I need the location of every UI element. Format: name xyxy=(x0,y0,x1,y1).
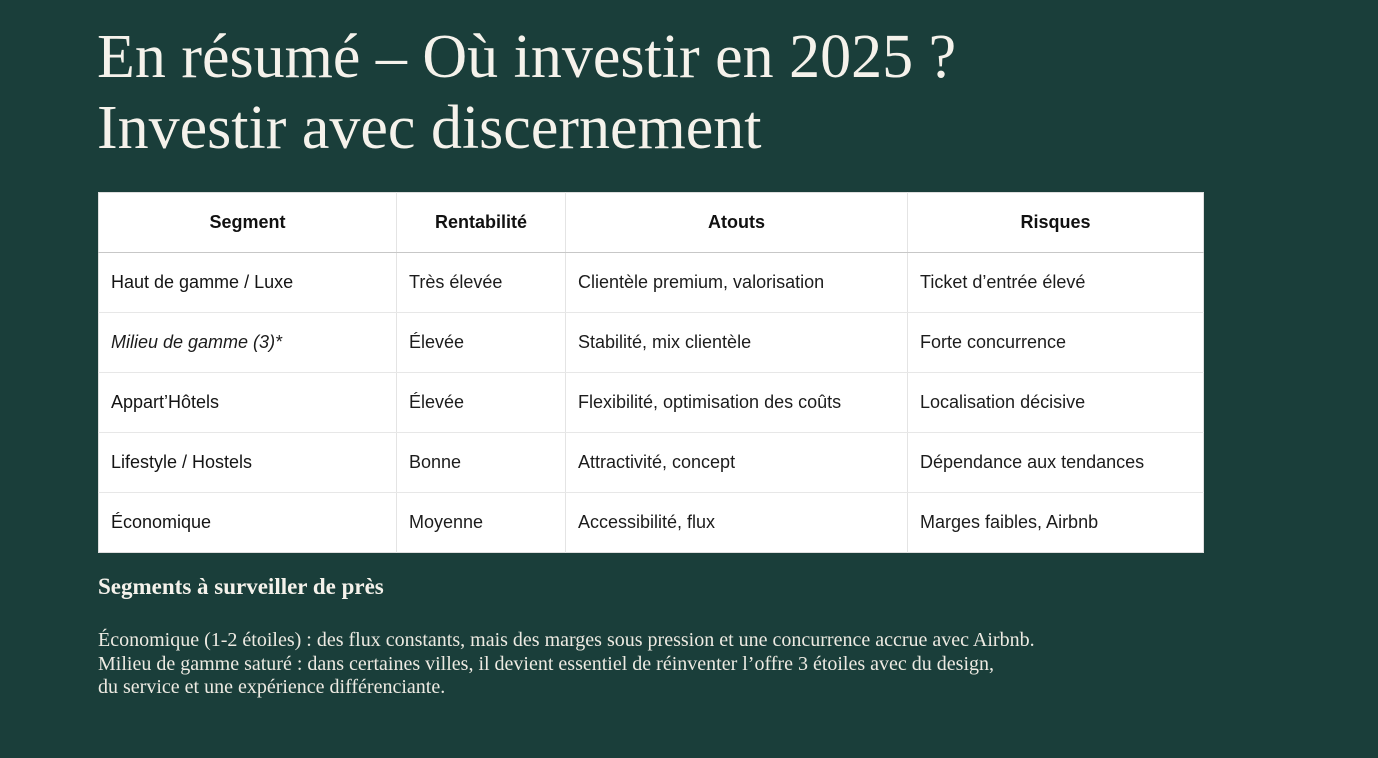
cell-atouts: Flexibilité, optimisation des coûts xyxy=(565,372,908,433)
cell-rentabilite: Moyenne xyxy=(396,492,566,553)
notes-body: Économique (1-2 étoiles) : des flux cons… xyxy=(98,629,1035,698)
column-header-rentabilite: Rentabilité xyxy=(396,192,566,253)
cell-atouts: Stabilité, mix clientèle xyxy=(565,312,908,373)
segments-table-container: Segment Rentabilité Atouts Risques Haut … xyxy=(98,192,1204,553)
page-title-line1: En résumé – Où investir en 2025 ? xyxy=(97,23,957,91)
column-header-risques: Risques xyxy=(907,192,1204,253)
cell-atouts: Clientèle premium, valorisation xyxy=(565,252,908,313)
cell-atouts: Attractivité, concept xyxy=(565,432,908,493)
cell-rentabilite: Très élevée xyxy=(396,252,566,313)
cell-segment: Économique xyxy=(98,492,397,553)
table-row: Économique Moyenne Accessibilité, flux M… xyxy=(98,492,1204,553)
table-row: Haut de gamme / Luxe Très élevée Clientè… xyxy=(98,252,1204,313)
column-header-atouts: Atouts xyxy=(565,192,908,253)
page-title: En résumé – Où investir en 2025 ? Invest… xyxy=(97,22,956,164)
table-row: Lifestyle / Hostels Bonne Attractivité, … xyxy=(98,432,1204,493)
cell-rentabilite: Élevée xyxy=(396,372,566,433)
segments-table: Segment Rentabilité Atouts Risques Haut … xyxy=(98,192,1204,553)
table-header-row: Segment Rentabilité Atouts Risques xyxy=(98,192,1204,253)
cell-segment: Haut de gamme / Luxe xyxy=(98,252,397,313)
cell-atouts: Accessibilité, flux xyxy=(565,492,908,553)
cell-segment: Milieu de gamme (3)* xyxy=(98,312,397,373)
page-title-line2: Investir avec discernement xyxy=(97,94,762,162)
cell-segment: Appart’Hôtels xyxy=(98,372,397,433)
cell-risques: Marges faibles, Airbnb xyxy=(920,512,1099,532)
cell-segment: Lifestyle / Hostels xyxy=(98,432,397,493)
cell-risques: Dépendance aux tendances xyxy=(907,432,1204,493)
table-row: Milieu de gamme (3)* Élevée Stabilité, m… xyxy=(98,312,1204,373)
cell-risques: Ticket d’entrée élevé xyxy=(907,252,1204,313)
column-header-segment: Segment xyxy=(98,192,397,253)
notes-heading: Segments à surveiller de près xyxy=(98,574,384,599)
table-row: Appart’Hôtels Élevée Flexibilité, optimi… xyxy=(98,372,1204,433)
cell-rentabilite: Bonne xyxy=(396,432,566,493)
cell-rentabilite: Élevée xyxy=(396,312,566,373)
cell-risques: Localisation décisive xyxy=(907,372,1204,433)
cell-risques: Forte concurrence xyxy=(907,312,1204,373)
